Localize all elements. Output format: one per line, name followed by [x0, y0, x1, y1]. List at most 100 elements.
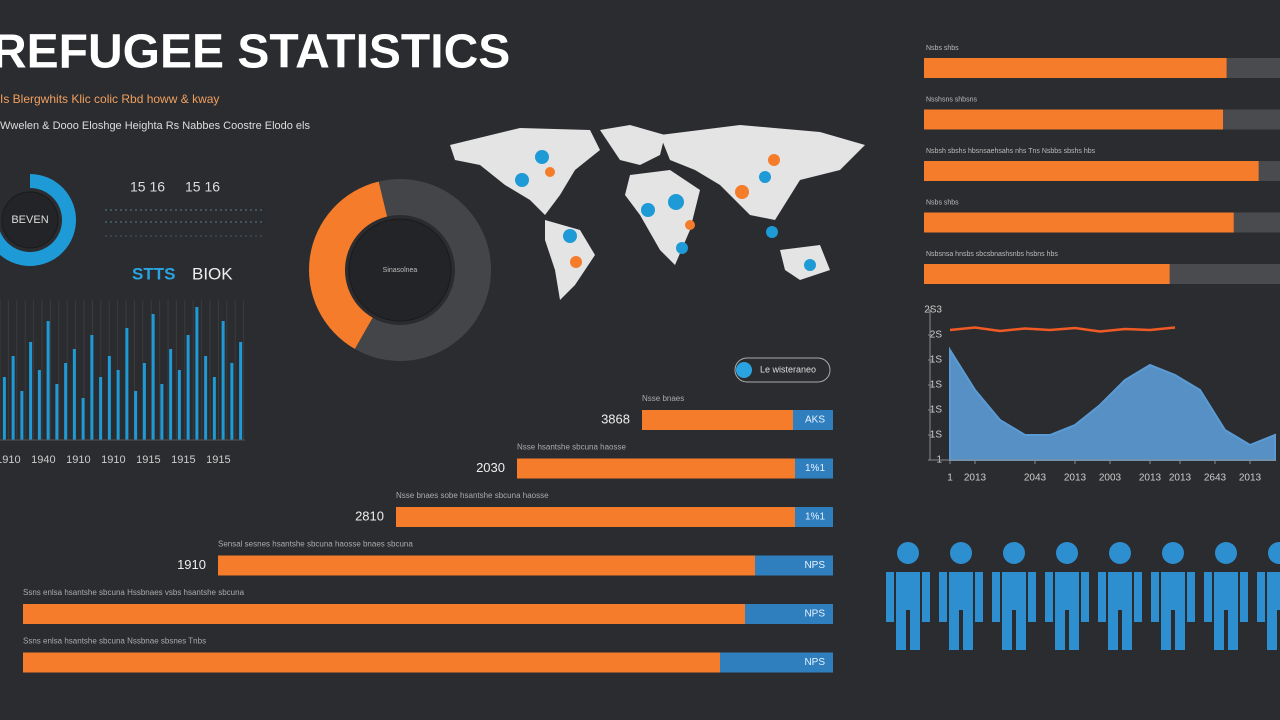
bar-segment	[793, 410, 833, 430]
x-tick-label: 2043	[1024, 473, 1047, 484]
y-tick-label: 1S	[930, 430, 943, 441]
y-tick-label: 1S	[930, 355, 943, 366]
y-tick-label: 1910	[177, 557, 206, 572]
bar-tag: NPS	[804, 657, 825, 668]
bar-caption: Ssns enlsa hsantshe sbcuna Nssbnae sbsne…	[23, 637, 206, 646]
legend-box	[734, 357, 831, 383]
bar	[239, 342, 243, 440]
donut-label: BEVEN	[11, 214, 48, 226]
area	[949, 346, 1276, 461]
bar-segment	[23, 604, 745, 624]
y-tick-label: 2030	[476, 460, 505, 475]
bar-segment	[517, 458, 795, 479]
bar	[2, 377, 6, 440]
bar	[160, 384, 164, 440]
bar	[107, 356, 111, 440]
person-head	[1268, 542, 1280, 564]
person-head	[1109, 542, 1131, 564]
bar	[151, 314, 155, 440]
bar	[169, 349, 173, 440]
x-tick-label: 2013	[1139, 473, 1162, 484]
y-tick-label: 2810	[355, 508, 384, 523]
bar-caption: Nsbsh sbshs hbsnsaehsahs nhs Tns Nsbbs s…	[926, 148, 1096, 155]
bar	[230, 363, 234, 440]
person-head	[1215, 542, 1237, 564]
person-body	[992, 572, 1036, 650]
bar-caption: Nsbsnsa hnsbs sbcsbnashsnbs hsbns hbs	[926, 251, 1058, 258]
bar	[924, 161, 1259, 181]
x-tick-label: 1915	[136, 454, 160, 466]
bar	[11, 356, 15, 440]
bar	[924, 212, 1234, 233]
legend-dot	[736, 362, 752, 378]
x-tick-label: 2013	[1064, 473, 1087, 484]
x-tick-label: 1940	[31, 454, 55, 466]
bar	[125, 328, 129, 440]
person-head	[897, 542, 919, 564]
bar-segment	[218, 555, 755, 576]
x-tick-label: 2013	[1239, 473, 1262, 484]
donut-slice	[308, 181, 388, 350]
bar	[134, 391, 138, 440]
x-tick-label: 2643	[1204, 473, 1227, 484]
person-body	[939, 572, 983, 650]
bar	[195, 307, 199, 440]
donut-slice	[0, 174, 30, 209]
donut-slice	[354, 179, 491, 361]
person-body	[1045, 572, 1089, 650]
bar	[186, 335, 190, 440]
bar	[64, 363, 68, 440]
x-tick-label: 2013	[1169, 473, 1192, 484]
stat-label: BIOK	[192, 264, 233, 283]
bar-caption: Nsbs shbs	[926, 199, 959, 206]
donut-hole	[348, 218, 452, 322]
bar	[46, 321, 50, 440]
person-head	[950, 542, 972, 564]
donut-slice	[0, 174, 76, 266]
donut-label: Sinasolnea	[383, 267, 418, 274]
bar-caption: Nsse hsantshe sbcuna haosse	[517, 443, 627, 452]
bar	[212, 377, 216, 440]
bar	[204, 356, 208, 440]
legend-label: Le wisteraneo	[760, 364, 816, 374]
bar	[924, 58, 1227, 78]
person-body	[1204, 572, 1248, 650]
person-body	[1257, 572, 1280, 650]
y-tick-label: 2S3	[924, 305, 942, 316]
bar	[142, 363, 146, 440]
person-head	[1056, 542, 1078, 564]
person-body	[1151, 572, 1195, 650]
bar	[924, 109, 1224, 130]
bar-caption: Nsse bnaes sobe hsantshe sbcuna haosse	[396, 491, 549, 500]
y-tick-label: 1S	[930, 380, 943, 391]
y-tick-label: 2S	[930, 330, 943, 341]
bar-caption: Ssns enlsa hsantshe sbcuna Hssbnaes vsbs…	[23, 588, 245, 597]
bar-segment	[396, 507, 795, 527]
x-tick-label: 2013	[964, 473, 987, 484]
bar	[90, 335, 94, 440]
bar-tag: 1%1	[805, 463, 825, 474]
bar-caption: Nsse bnaes	[642, 394, 684, 403]
person-head	[1162, 542, 1184, 564]
bar-segment	[720, 652, 833, 673]
donut-hole	[1, 191, 59, 249]
person-body	[1098, 572, 1142, 650]
title: REFUGEE STATISTICS	[0, 26, 510, 79]
bar	[29, 342, 33, 440]
bar-caption: Nsshsns shbsns	[926, 96, 977, 103]
bar-segment	[795, 458, 833, 479]
map-markers	[515, 150, 816, 271]
stat: 15 16	[185, 179, 220, 195]
subtitle: Is Blergwhits Klic colic Rbd howw & kway	[0, 92, 219, 106]
bar	[221, 321, 225, 440]
bar	[20, 391, 24, 440]
person-body	[886, 572, 930, 650]
bar	[924, 264, 1170, 284]
bar	[72, 349, 76, 440]
x-tick-label: 1915	[206, 454, 230, 466]
bar-caption: Sensal sesnes hsantshe sbcuna haosse bna…	[218, 540, 413, 549]
bar-caption: Nsbs shbs	[926, 45, 959, 52]
stat: 15 16	[130, 179, 165, 195]
bar-tag: 1%1	[805, 512, 825, 523]
